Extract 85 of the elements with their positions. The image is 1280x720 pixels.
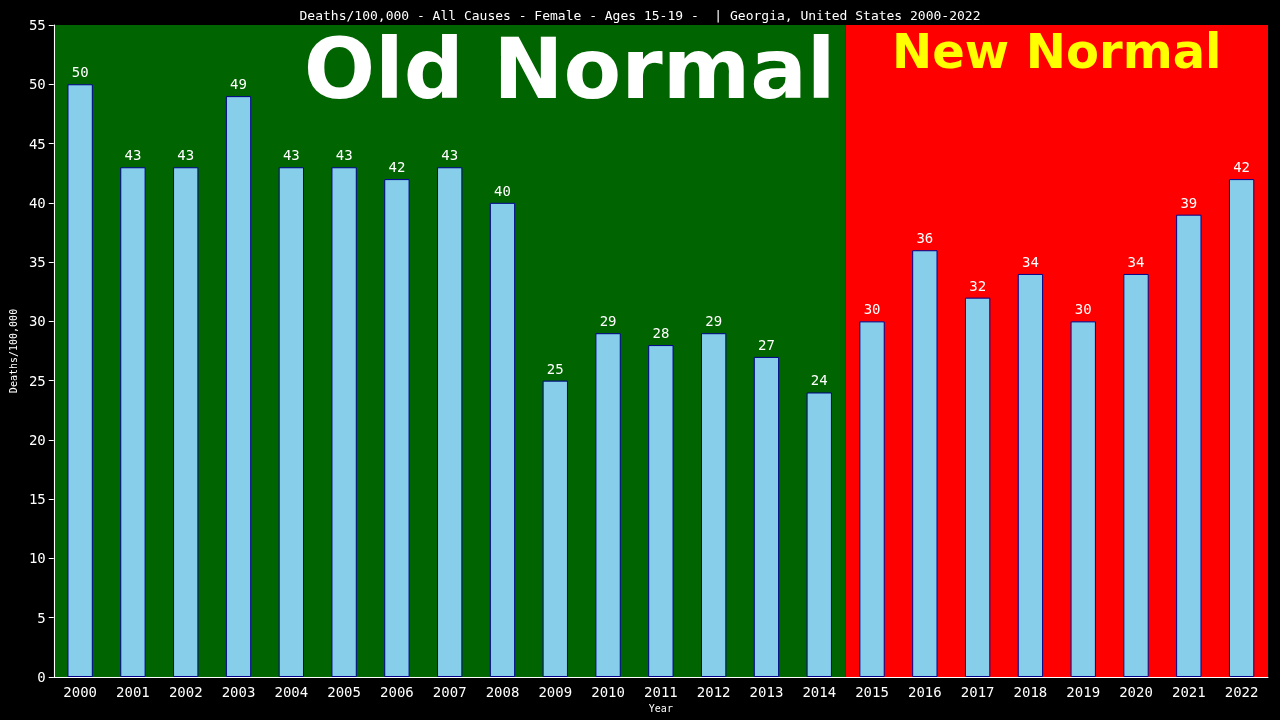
bar — [120, 167, 146, 677]
bar — [542, 380, 568, 677]
bar — [331, 167, 357, 677]
x-tick-label: 2013 — [749, 684, 784, 700]
x-tick-label: 2015 — [855, 684, 889, 700]
x-tick-label: 2021 — [1171, 684, 1206, 700]
bar — [701, 333, 727, 677]
bar — [1123, 273, 1149, 677]
data-label: 50 — [71, 64, 89, 81]
bar — [1017, 273, 1044, 677]
x-tick-label: 2007 — [432, 684, 467, 700]
bar — [67, 84, 93, 677]
data-label: 42 — [1233, 159, 1251, 176]
x-tick-label: 2009 — [538, 684, 573, 700]
y-tick-label: 0 — [37, 669, 46, 685]
y-tick-label: 45 — [28, 135, 46, 152]
y-axis-title: Deaths/100,000 — [7, 308, 19, 394]
data-label: 34 — [1127, 253, 1145, 270]
x-axis-title: Year — [648, 703, 673, 715]
x-tick-label: 2002 — [168, 684, 203, 700]
bar — [1176, 214, 1202, 677]
data-label: 43 — [335, 147, 353, 164]
bar — [912, 250, 938, 677]
bar — [225, 96, 252, 677]
y-tick-label: 5 — [37, 609, 46, 626]
bar — [859, 321, 885, 677]
y-tick-label: 35 — [28, 254, 46, 271]
x-tick-label: 2016 — [907, 684, 942, 700]
x-tick-label: 2010 — [591, 684, 625, 700]
bar — [489, 202, 516, 677]
bar — [964, 297, 991, 677]
x-tick-label: 2006 — [380, 684, 414, 700]
bar — [595, 333, 621, 677]
data-label: 39 — [1180, 194, 1198, 211]
bar — [173, 167, 199, 677]
data-label: 29 — [705, 313, 723, 330]
bar — [1070, 321, 1096, 677]
x-tick-label: 2014 — [802, 684, 837, 700]
bar — [437, 167, 463, 677]
bar — [1228, 179, 1255, 677]
bar — [753, 356, 780, 677]
x-tick-label: 2000 — [63, 684, 98, 700]
data-label: 27 — [758, 336, 775, 353]
x-tick-label: 2011 — [644, 684, 678, 700]
data-label: 43 — [124, 147, 142, 164]
bar — [806, 392, 832, 677]
y-tick-label: 25 — [28, 372, 46, 389]
data-label: 28 — [652, 325, 670, 342]
y-tick-label: 20 — [28, 431, 46, 448]
data-label: 42 — [388, 159, 406, 176]
data-label: 32 — [969, 277, 987, 294]
y-tick-label: 50 — [28, 76, 46, 93]
data-label: 24 — [810, 372, 828, 389]
y-tick-label: 40 — [28, 194, 46, 211]
x-tick-label: 2018 — [1013, 684, 1048, 700]
band-label: New Normal — [892, 23, 1222, 79]
data-label: 34 — [1022, 253, 1039, 270]
chart-title: Deaths/100,000 - All Causes - Female - Ages 15-19 - | Georgia, United States 2000-2022 — [299, 8, 981, 23]
x-tick-label: 2008 — [485, 684, 520, 700]
x-tick-label: 2012 — [696, 684, 731, 700]
data-label: 40 — [494, 182, 511, 199]
bar — [384, 179, 410, 677]
data-label: 29 — [599, 313, 617, 330]
data-label: 49 — [230, 76, 247, 93]
data-label: 43 — [441, 147, 459, 164]
data-label: 30 — [1074, 301, 1092, 318]
x-tick-label: 2022 — [1224, 684, 1259, 700]
x-tick-label: 2001 — [116, 684, 150, 700]
x-tick-label: 2020 — [1119, 684, 1153, 700]
x-tick-label: 2019 — [1066, 684, 1101, 700]
data-label: 43 — [282, 147, 300, 164]
data-label: 36 — [916, 230, 934, 247]
x-tick-label: 2003 — [221, 684, 256, 700]
x-tick-label: 2017 — [960, 684, 995, 700]
bar — [278, 167, 304, 677]
data-label: 25 — [546, 360, 564, 377]
y-tick-label: 55 — [28, 17, 46, 33]
data-label: 43 — [177, 147, 195, 164]
bar — [648, 345, 674, 677]
y-tick-label: 10 — [28, 550, 46, 567]
x-tick-label: 2004 — [274, 684, 309, 700]
data-label: 30 — [863, 301, 881, 318]
y-tick-label: 15 — [28, 491, 46, 508]
x-tick-label: 2005 — [327, 684, 361, 700]
y-tick-label: 30 — [28, 313, 46, 330]
